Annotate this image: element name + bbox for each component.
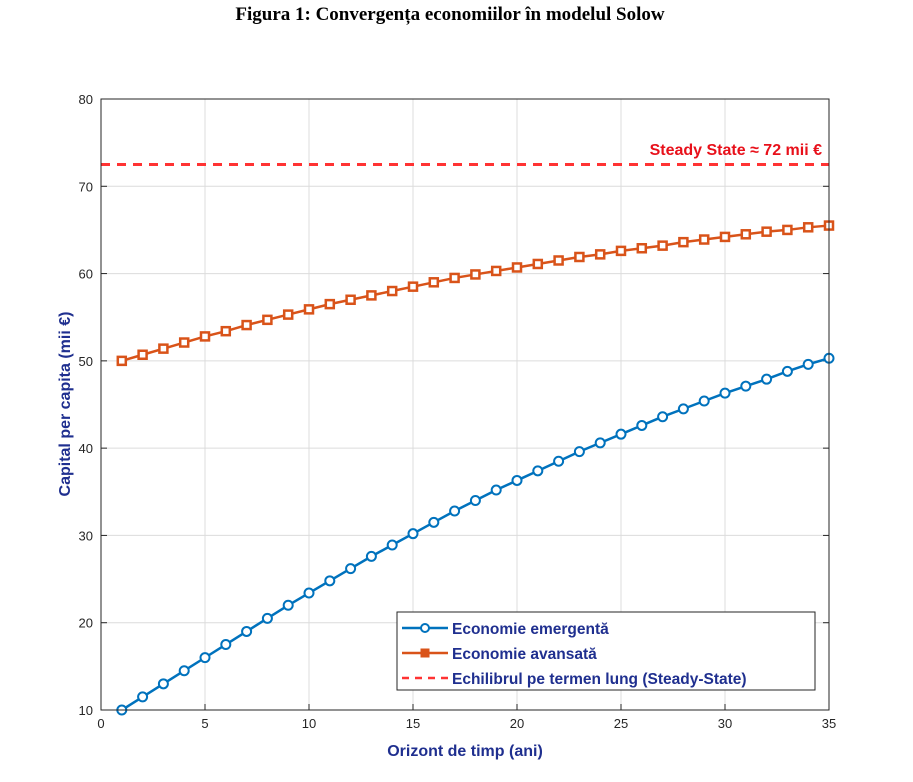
x-tick-label: 35 (822, 716, 836, 731)
advanced-point (449, 272, 460, 284)
emerging-point (469, 495, 481, 507)
advanced-point (470, 269, 481, 280)
emerging-point (636, 419, 648, 431)
legend-label-steady-state: Echilibrul pe termen lung (Steady-State) (452, 671, 747, 688)
ticks: 0 5 10 15 20 25 30 35 10 20 30 40 50 60 70 80 (79, 92, 837, 731)
emerging-point (137, 691, 149, 703)
x-tick-label: 25 (614, 716, 628, 731)
emerging-point (781, 365, 793, 377)
x-tick-label: 20 (510, 716, 524, 731)
advanced-point (511, 262, 523, 273)
advanced-point (303, 304, 315, 315)
emerging-point (303, 587, 315, 599)
emerging-point (677, 403, 689, 415)
emerging-point (261, 612, 273, 624)
x-tick-label: 10 (302, 716, 316, 731)
advanced-point (615, 245, 627, 257)
advanced-point (158, 343, 169, 354)
advanced-point (137, 349, 148, 360)
advanced-point (220, 325, 232, 337)
legend: Economie emergentă Economie avansată Ech… (396, 611, 816, 691)
emerging-point (157, 678, 169, 690)
emerging-point (511, 474, 523, 486)
x-tick-label: 5 (201, 716, 208, 731)
y-tick-label: 10 (79, 703, 93, 718)
advanced-point (594, 249, 606, 260)
y-tick-label: 50 (79, 354, 93, 369)
advanced-point (802, 222, 814, 233)
emerging-point (532, 465, 544, 477)
y-tick-label: 40 (79, 441, 93, 456)
emerging-point (220, 639, 232, 651)
y-tick-label: 30 (79, 528, 93, 543)
emerging-point (553, 455, 565, 467)
advanced-point (178, 337, 190, 348)
legend-square-marker-icon (420, 648, 430, 658)
emerging-point (698, 395, 710, 407)
x-tick-label: 30 (718, 716, 732, 731)
y-axis-label: Capital per capita (mii €) (57, 312, 74, 497)
emerging-point (594, 437, 606, 449)
emerging-point (573, 446, 585, 458)
legend-box (396, 611, 816, 691)
legend-label-advanced: Economie avansată (452, 646, 597, 663)
emerging-point (719, 387, 731, 399)
advanced-point (761, 226, 772, 237)
emerging-point (386, 539, 398, 551)
x-tick-label: 15 (406, 716, 420, 731)
emerging-point (241, 625, 253, 637)
advanced-point (740, 229, 752, 240)
advanced-point (636, 243, 648, 254)
y-tick-label: 70 (79, 179, 93, 194)
advanced-point (719, 231, 731, 243)
emerging-point (449, 505, 461, 517)
emerging-point (490, 484, 502, 496)
emerging-point (407, 528, 419, 540)
x-tick-label: 0 (97, 716, 104, 731)
emerging-point (282, 599, 294, 611)
advanced-point (407, 281, 419, 292)
advanced-point (532, 258, 544, 270)
y-tick-label: 20 (79, 616, 93, 631)
emerging-point (178, 665, 190, 677)
advanced-point (262, 314, 273, 326)
emerging-point (761, 373, 773, 385)
advanced-point (116, 355, 128, 367)
series-layer (101, 162, 835, 716)
advanced-point (782, 224, 793, 236)
advanced-point (282, 309, 294, 320)
legend-circle-marker-icon (420, 623, 430, 633)
advanced-point (678, 236, 689, 248)
emerging-point (802, 358, 814, 370)
axes-box (100, 98, 830, 711)
advanced-point (553, 255, 564, 266)
advanced-point (386, 285, 398, 297)
steady-state-annotation: Steady State ≈ 72 mii € (650, 142, 823, 159)
advanced-point (490, 265, 502, 277)
advanced-point (241, 319, 252, 331)
emerging-point (324, 575, 336, 587)
advanced-point (657, 240, 668, 251)
emerging-point (740, 380, 752, 392)
legend-label-emerging: Economie emergentă (452, 621, 609, 638)
chart-title: Figura 1: Convergența economiilor în mod… (235, 4, 665, 25)
y-tick-label: 80 (79, 92, 93, 107)
emerging-point (657, 411, 669, 423)
advanced-point (199, 331, 211, 342)
advanced-point (366, 290, 377, 301)
emerging-point (428, 516, 440, 528)
advanced-point (345, 294, 356, 306)
advanced-point (698, 234, 710, 245)
emerging-point (199, 652, 211, 664)
emerging-point (365, 550, 377, 562)
emerging-point (345, 563, 357, 575)
y-tick-label: 60 (79, 267, 93, 282)
emerging-point (615, 428, 627, 440)
x-axis-label: Orizont de timp (ani) (387, 743, 543, 760)
advanced-point (428, 277, 440, 288)
advanced-point (574, 251, 585, 263)
advanced-point (324, 298, 336, 310)
